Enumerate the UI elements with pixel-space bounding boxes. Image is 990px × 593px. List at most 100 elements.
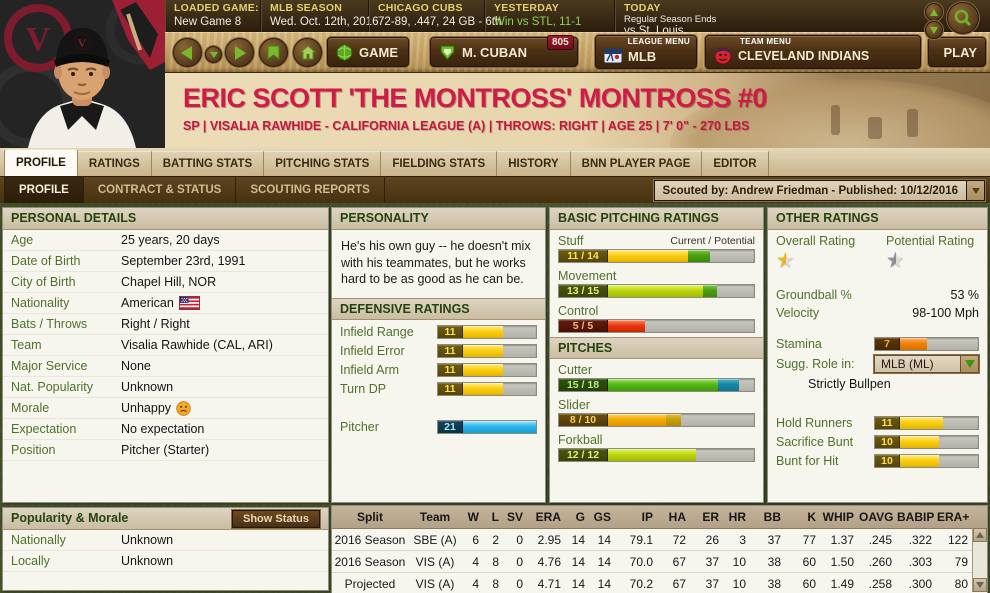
detail-label: Bats / Throws bbox=[11, 317, 88, 331]
detail-label: Nationality bbox=[11, 296, 70, 310]
popularity-panel: Popularity & Morale Show Status National… bbox=[2, 507, 329, 591]
stats-cell: 14 bbox=[597, 576, 611, 591]
tab-editor[interactable]: EDITOR bbox=[702, 151, 769, 176]
stats-cell: 2 bbox=[492, 532, 499, 547]
tab-profile[interactable]: PROFILE bbox=[4, 149, 78, 176]
player-name: ERIC SCOTT 'THE MONTROSS' MONTROSS #0 bbox=[183, 83, 767, 113]
subtab-contract-status[interactable]: CONTRACT & STATUS bbox=[84, 177, 237, 204]
tab-history[interactable]: HISTORY bbox=[497, 151, 571, 176]
stats-cell: 10 bbox=[732, 576, 746, 591]
rating-row: Stamina 7 bbox=[768, 334, 987, 353]
show-status-button[interactable]: Show Status bbox=[231, 509, 320, 528]
detail-value: Unhappy bbox=[121, 400, 191, 416]
detail-label: Team bbox=[11, 338, 42, 352]
stats-scrollbar[interactable] bbox=[972, 528, 987, 592]
stats-cell: 37 bbox=[705, 576, 719, 591]
player-portrait-art: V V bbox=[0, 0, 175, 148]
stats-cell: 72 bbox=[672, 532, 686, 547]
rating-bar: 11 bbox=[437, 363, 537, 377]
table-row: 2016 Season SBE (A) 6 2 0 2.95 14 14 79.1 72 26 3 37… bbox=[332, 529, 987, 551]
detail-row: Nationality American bbox=[3, 293, 328, 314]
tab-bnn-player-page[interactable]: BNN PLAYER PAGE bbox=[570, 151, 703, 176]
personality-title: PERSONALITY bbox=[340, 211, 429, 225]
rating-bar: 11 / 14 bbox=[558, 249, 755, 263]
defensive-ratings-title: DEFENSIVE RATINGS bbox=[332, 297, 545, 320]
team-menu-button[interactable]: TEAM MENU CLEVELAND INDIANS bbox=[705, 35, 921, 69]
stats-cell: 1.50 bbox=[830, 554, 854, 569]
stats-cell: 8 bbox=[492, 576, 499, 591]
forward-button[interactable] bbox=[225, 38, 254, 67]
tab-batting-stats[interactable]: BATTING STATS bbox=[151, 151, 265, 176]
stats-cell: 2016 Season bbox=[334, 554, 406, 569]
topbar-label: TODAY bbox=[624, 2, 661, 14]
subtab-scouting-reports[interactable]: SCOUTING REPORTS bbox=[236, 177, 385, 204]
stats-header-cell: ER bbox=[702, 510, 719, 524]
tab-fielding-stats[interactable]: FIELDING STATS bbox=[381, 151, 498, 176]
league-menu-button[interactable]: LEAGUE MENU MLB bbox=[595, 35, 697, 69]
rating-bar: 11 bbox=[437, 344, 537, 358]
personal-details-title: PERSONAL DETAILS bbox=[11, 211, 137, 225]
svg-text:V: V bbox=[78, 36, 87, 50]
stats-cell: 4 bbox=[472, 554, 479, 569]
game-menu-button[interactable]: GAME bbox=[327, 37, 409, 67]
stats-cell: 4.71 bbox=[537, 576, 561, 591]
play-button[interactable]: PLAY bbox=[928, 37, 986, 67]
rating-row: Pitcher 21 bbox=[332, 418, 545, 437]
detail-label: Expectation bbox=[11, 422, 77, 436]
detail-row: Major Service None bbox=[3, 356, 328, 377]
banner-figure bbox=[907, 109, 918, 137]
sad-face-icon bbox=[176, 400, 191, 416]
tab-pitching-stats[interactable]: PITCHING STATS bbox=[264, 151, 382, 176]
detail-label: Locally bbox=[11, 554, 50, 568]
detail-value: Unknown bbox=[121, 533, 174, 547]
stats-cell: 3 bbox=[739, 532, 746, 547]
rating-row: Turn DP 11 bbox=[332, 380, 545, 399]
role-note: Strictly Bullpen bbox=[808, 377, 891, 391]
detail-row: Nationally Unknown bbox=[3, 530, 328, 551]
stats-cell: 8 bbox=[492, 554, 499, 569]
detail-row: City of Birth Chapel Hill, NOR bbox=[3, 272, 328, 293]
rating-bar: 10 bbox=[874, 453, 979, 468]
search-button[interactable] bbox=[947, 2, 979, 34]
scroll-down-icon bbox=[976, 582, 984, 588]
rating-label: Slider bbox=[558, 398, 590, 412]
topbar-value: Regular Season Ends bbox=[624, 14, 717, 25]
detail-row: Locally Unknown bbox=[3, 551, 328, 572]
rating-row: Forkball bbox=[550, 431, 763, 448]
detail-row: Team Visalia Rawhide (CAL, ARI) bbox=[3, 335, 328, 356]
stats-cell: .303 bbox=[908, 554, 932, 569]
rating-bar: 10 bbox=[874, 434, 979, 449]
subtab-profile[interactable]: PROFILE bbox=[4, 177, 84, 204]
tab-ratings[interactable]: RATINGS bbox=[77, 151, 152, 176]
down-arrow-button[interactable] bbox=[925, 21, 943, 39]
up-arrow-button[interactable] bbox=[925, 3, 943, 21]
scout-report-dropdown[interactable]: Scouted by: Andrew Friedman - Published:… bbox=[653, 180, 985, 201]
svg-text:V: V bbox=[26, 21, 51, 58]
detail-label: Date of Birth bbox=[11, 254, 81, 268]
personal-details-panel: PERSONAL DETAILS Age 25 years, 20 days Dat… bbox=[2, 207, 329, 503]
scroll-up-button[interactable] bbox=[973, 528, 987, 542]
stats-cell: 67 bbox=[672, 576, 686, 591]
rating-value: 11 bbox=[875, 416, 900, 429]
bookmark-button[interactable] bbox=[259, 38, 288, 67]
stats-cell: 14 bbox=[597, 554, 611, 569]
scroll-down-button[interactable] bbox=[973, 578, 987, 592]
rating-label: Bunt for Hit bbox=[776, 453, 839, 468]
league-menu-caption: LEAGUE MENU bbox=[627, 37, 690, 46]
detail-value: Unknown bbox=[121, 554, 174, 568]
rating-row: Movement bbox=[550, 267, 763, 284]
home-plate-icon bbox=[440, 45, 455, 60]
home-icon bbox=[299, 45, 316, 60]
history-dropdown-button[interactable] bbox=[205, 46, 222, 63]
home-button[interactable] bbox=[293, 38, 322, 67]
back-button[interactable] bbox=[173, 38, 202, 67]
rating-value: 11 bbox=[438, 326, 463, 338]
rating-label: Infield Range bbox=[340, 325, 414, 339]
stats-header-cell: HA bbox=[668, 510, 686, 524]
message-count-badge: 805 bbox=[547, 35, 574, 50]
rating-label: Stamina bbox=[776, 336, 822, 351]
bookmark-icon bbox=[267, 45, 280, 60]
topbar-label: LOADED GAME: bbox=[174, 2, 259, 14]
rating-row: Stuff Current / Potential bbox=[550, 232, 763, 249]
sugg-role-dropdown[interactable]: MLB (ML) bbox=[874, 354, 979, 373]
